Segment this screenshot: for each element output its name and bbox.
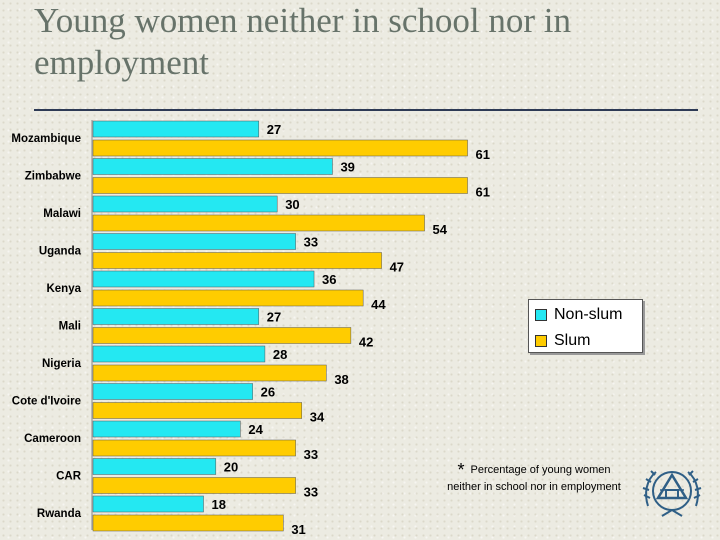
un-habitat-emblem-icon	[642, 470, 702, 517]
bar-non-slum-car	[92, 458, 217, 475]
category-label-car: CAR	[56, 471, 82, 483]
data-label-slum-kenya: 44	[371, 297, 386, 312]
footnote-marker: *	[457, 460, 465, 480]
bar-non-slum-kenya	[92, 270, 315, 288]
data-label-non-slum-car: 20	[224, 460, 238, 475]
data-label-non-slum-cote-d-ivoire: 26	[261, 385, 275, 400]
bar-slum-uganda	[92, 252, 382, 269]
category-label-zimbabwe: Zimbabwe	[25, 171, 81, 183]
bar-slum-cameroon	[92, 439, 296, 457]
footnote-text: Percentage of young women neither in sch…	[447, 464, 621, 493]
bar-non-slum-malawi	[92, 195, 278, 213]
data-label-non-slum-malawi: 30	[285, 197, 299, 212]
category-label-uganda: Uganda	[39, 246, 82, 258]
data-label-non-slum-mali: 27	[267, 310, 281, 325]
bar-slum-rwanda	[92, 514, 284, 532]
category-label-mozambique: Mozambique	[11, 133, 81, 145]
bar-non-slum-cote-d-ivoire	[92, 383, 253, 400]
title-divider	[34, 109, 698, 111]
bar-non-slum-zimbabwe	[92, 158, 333, 175]
data-label-non-slum-mozambique: 27	[267, 122, 281, 137]
legend-item-non-slum: Non-slum	[535, 305, 622, 325]
category-label-rwanda: Rwanda	[37, 508, 82, 520]
data-label-slum-uganda: 47	[390, 260, 404, 275]
legend-label-non-slum: Non-slum	[554, 306, 623, 323]
legend: Non-slum Slum	[528, 299, 643, 353]
data-label-slum-mali: 42	[359, 335, 373, 350]
bar-slum-car	[92, 477, 296, 494]
data-label-slum-cameroon: 33	[304, 447, 318, 462]
category-label-cote-d-ivoire: Cote d'Ivoire	[12, 396, 81, 408]
legend-swatch-slum	[535, 335, 547, 347]
data-label-slum-rwanda: 31	[291, 522, 305, 537]
category-label-nigeria: Nigeria	[42, 358, 82, 370]
category-label-cameroon: Cameroon	[24, 433, 81, 445]
bar-slum-nigeria	[92, 364, 327, 382]
category-label-kenya: Kenya	[46, 283, 81, 295]
page-title: Young women neither in school nor in emp…	[34, 1, 571, 82]
data-label-slum-mozambique: 61	[476, 147, 490, 162]
data-label-slum-malawi: 54	[433, 222, 448, 237]
data-label-non-slum-cameroon: 24	[248, 422, 263, 437]
data-label-non-slum-nigeria: 28	[273, 347, 287, 362]
data-label-slum-cote-d-ivoire: 34	[310, 410, 325, 425]
bar-non-slum-cameroon	[92, 420, 241, 438]
data-label-slum-zimbabwe: 61	[476, 185, 490, 200]
legend-item-slum: Slum	[535, 331, 590, 351]
bar-non-slum-nigeria	[92, 345, 266, 363]
footnote: * Percentage of young women neither in sc…	[446, 460, 622, 496]
bar-slum-mozambique	[92, 139, 468, 157]
data-label-non-slum-kenya: 36	[322, 272, 336, 287]
bars-layer: Mozambique 27 61 Zimbabwe 39 61 Malawi 30 54 Ugan…	[11, 120, 490, 537]
category-label-malawi: Malawi	[43, 208, 81, 220]
bar-slum-zimbabwe	[92, 177, 468, 194]
bar-slum-kenya	[92, 289, 364, 307]
bar-non-slum-rwanda	[92, 495, 204, 513]
data-label-non-slum-uganda: 33	[304, 235, 318, 250]
bar-non-slum-uganda	[92, 233, 296, 250]
bar-non-slum-mozambique	[92, 120, 260, 138]
bar-slum-cote-d-ivoire	[92, 402, 303, 419]
legend-swatch-non-slum	[535, 309, 547, 321]
data-label-non-slum-rwanda: 18	[212, 497, 226, 512]
legend-label-slum: Slum	[554, 332, 591, 349]
data-label-slum-car: 33	[304, 485, 318, 500]
data-label-non-slum-zimbabwe: 39	[340, 160, 354, 175]
data-label-slum-nigeria: 38	[334, 372, 348, 387]
bar-non-slum-mali	[92, 308, 260, 325]
category-label-mali: Mali	[59, 321, 81, 333]
bar-slum-mali	[92, 327, 352, 344]
bar-slum-malawi	[92, 214, 425, 232]
